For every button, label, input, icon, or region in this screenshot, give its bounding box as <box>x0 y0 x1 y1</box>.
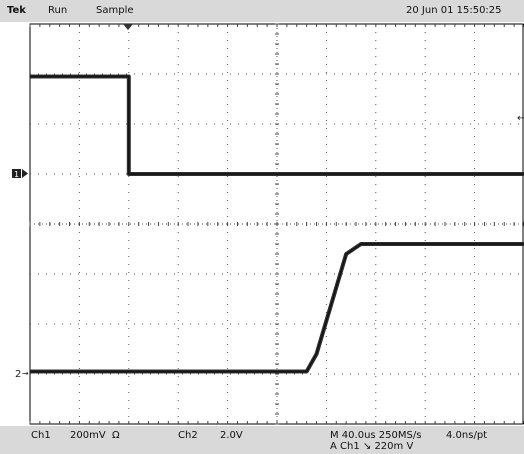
ch2-scale: 2.0V <box>220 430 243 441</box>
ch1-ground-marker: 1 <box>12 169 28 179</box>
ch1-label: Ch1 <box>31 430 51 441</box>
ch2-trace <box>30 242 524 374</box>
sample-interval-readout: 4.0ns/pt <box>446 430 488 441</box>
trigger-position-icon <box>123 24 133 30</box>
status-bar: Tek Run Sample 20 Jun 01 15:50:25 <box>0 0 524 22</box>
trigger-level-icon: ← <box>517 113 524 124</box>
brand-label: Tek <box>7 5 26 16</box>
acquisition-mode-label: Sample <box>96 5 134 16</box>
ch2-label: Ch2 <box>178 430 198 441</box>
ch2-ground-marker: 2 → <box>15 369 29 380</box>
waveform-core <box>30 75 524 175</box>
ch1-waveform <box>30 74 524 176</box>
run-state-label: Run <box>48 5 68 16</box>
trigger-readout: A Ch1 ↘ 220m V <box>330 441 414 452</box>
ch1-trace <box>30 74 524 176</box>
settings-bar: Ch1 200mV Ω Ch2 2.0V M 40.0us 250MS/s 4.… <box>0 426 524 454</box>
ch1-coupling: Ω <box>112 430 120 441</box>
svg-text:1: 1 <box>14 170 19 179</box>
timebase-readout: M 40.0us 250MS/s <box>330 430 422 441</box>
ch1-scale: 200mV <box>70 430 106 441</box>
svg-text:→: → <box>22 369 29 378</box>
waveform-core <box>30 243 524 373</box>
datetime-label: 20 Jun 01 15:50:25 <box>406 5 502 16</box>
svg-text:2: 2 <box>15 369 21 380</box>
graticule <box>29 23 524 425</box>
